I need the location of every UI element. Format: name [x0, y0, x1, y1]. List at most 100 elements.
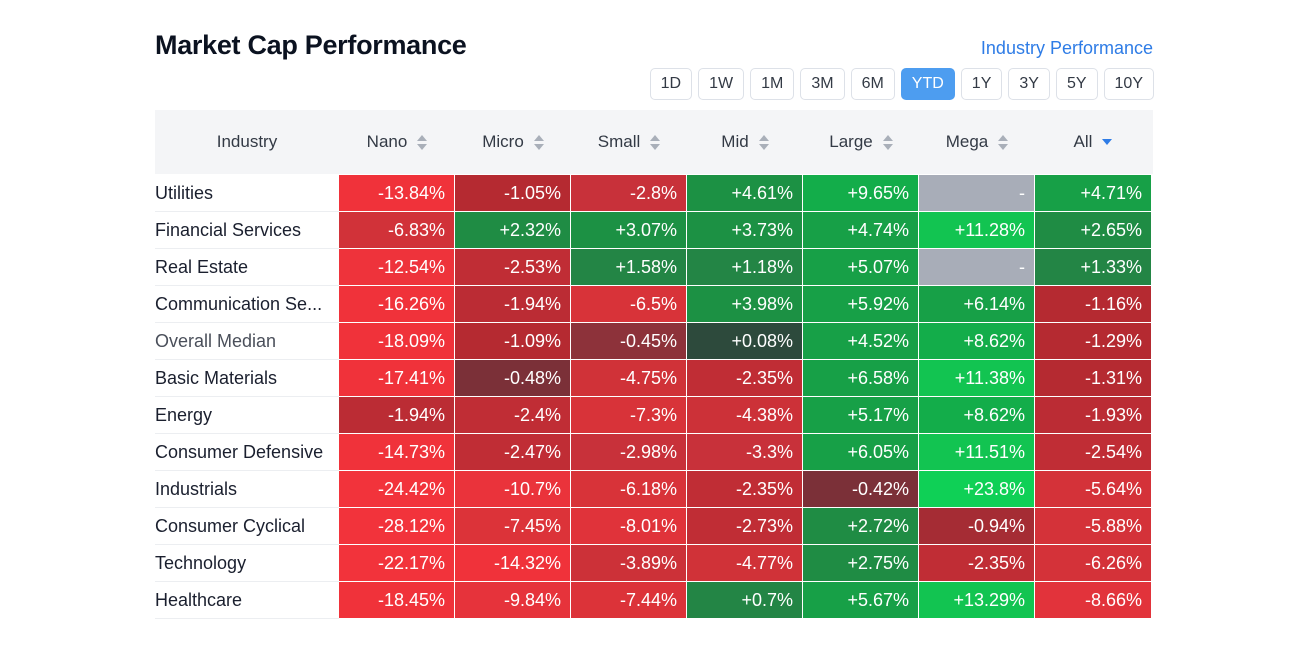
industry-name: Technology — [155, 545, 339, 582]
column-header-label: Mega — [945, 132, 989, 151]
heatmap-cell: -14.32% — [455, 545, 571, 582]
industry-name: Healthcare — [155, 582, 339, 619]
column-header-industry: Industry — [155, 132, 339, 152]
industry-name: Overall Median — [155, 323, 339, 360]
heatmap-cell: -6.5% — [571, 286, 687, 323]
sort-icon[interactable] — [998, 134, 1009, 150]
sort-icon[interactable] — [758, 134, 769, 150]
industry-performance-link[interactable]: Industry Performance — [980, 38, 1153, 58]
heatmap-cell: +13.29% — [919, 582, 1035, 619]
sort-icon[interactable] — [533, 134, 544, 150]
heatmap-cell: -7.44% — [571, 582, 687, 619]
period-button-1m[interactable]: 1M — [750, 68, 795, 100]
heatmap-cell: -1.31% — [1035, 360, 1151, 397]
heatmap-cell: - — [919, 249, 1035, 286]
page-title: Market Cap Performance — [155, 30, 467, 60]
period-button-ytd[interactable]: YTD — [900, 68, 955, 100]
table-row[interactable]: Consumer Defensive -14.73% -2.47% -2.98% -3.… — [155, 434, 1153, 471]
heatmap-cell: +11.51% — [919, 434, 1035, 471]
column-header-micro[interactable]: Micro — [455, 132, 571, 152]
heatmap-cell: +3.73% — [687, 212, 803, 249]
heatmap-cell: -5.64% — [1035, 471, 1151, 508]
heatmap-cell: +4.52% — [803, 323, 919, 360]
column-header-nano[interactable]: Nano — [339, 132, 455, 152]
table-row[interactable]: Real Estate -12.54% -2.53% +1.58% +1.18% +5.0… — [155, 249, 1153, 286]
heatmap-cell: -4.75% — [571, 360, 687, 397]
heatmap-cell: -1.94% — [339, 397, 455, 434]
heatmap-cell: +0.7% — [687, 582, 803, 619]
heatmap-cell: -0.94% — [919, 508, 1035, 545]
heatmap-cell: +11.28% — [919, 212, 1035, 249]
heatmap-cell: +6.14% — [919, 286, 1035, 323]
heatmap-cell: -6.18% — [571, 471, 687, 508]
heatmap-cell: +1.18% — [687, 249, 803, 286]
table-row[interactable]: Healthcare -18.45% -9.84% -7.44% +0.7% +5.67%… — [155, 582, 1153, 619]
period-button-5y[interactable]: 5Y — [1055, 68, 1098, 100]
industry-name: Industrials — [155, 471, 339, 508]
table-row[interactable]: Communication Se... -16.26% -1.94% -6.5% +3.… — [155, 286, 1153, 323]
column-header-small[interactable]: Small — [571, 132, 687, 152]
table-row[interactable]: Basic Materials -17.41% -0.48% -4.75% -2.35%… — [155, 360, 1153, 397]
industry-name: Energy — [155, 397, 339, 434]
heatmap-cell: +11.38% — [919, 360, 1035, 397]
column-header-label: Industry — [216, 132, 278, 151]
column-header-mega[interactable]: Mega — [919, 132, 1035, 152]
column-header-label: Micro — [482, 132, 524, 151]
period-selector: 1D 1W 1M 3M 6M YTD 1Y 3Y 5Y 10Y — [649, 68, 1154, 100]
column-header-label: Mid — [721, 132, 749, 151]
sort-icon[interactable] — [1102, 139, 1113, 145]
heatmap-cell: -2.35% — [687, 360, 803, 397]
heatmap-cell: -10.7% — [455, 471, 571, 508]
industry-name: Consumer Cyclical — [155, 508, 339, 545]
industry-name: Communication Se... — [155, 286, 339, 323]
sort-icon[interactable] — [417, 134, 428, 150]
heatmap-cell: +8.62% — [919, 397, 1035, 434]
heatmap-cell: -0.45% — [571, 323, 687, 360]
table-row[interactable]: Industrials -24.42% -10.7% -6.18% -2.35% -0.4… — [155, 471, 1153, 508]
sort-icon[interactable] — [882, 134, 893, 150]
heatmap-cell: -6.26% — [1035, 545, 1151, 582]
period-button-3y[interactable]: 3Y — [1008, 68, 1050, 100]
heatmap-cell: -2.54% — [1035, 434, 1151, 471]
heatmap-cell: +2.65% — [1035, 212, 1151, 249]
heatmap-cell: +6.58% — [803, 360, 919, 397]
heatmap-cell: +5.17% — [803, 397, 919, 434]
table-row[interactable]: Energy -1.94% -2.4% -7.3% -4.38% +5.17% +8.62%… — [155, 397, 1153, 434]
table-row[interactable]: Technology -22.17% -14.32% -3.89% -4.77% +2.7… — [155, 545, 1153, 582]
period-button-1y[interactable]: 1Y — [960, 68, 1003, 100]
column-header-label: Small — [597, 132, 641, 151]
period-button-1d[interactable]: 1D — [649, 68, 693, 100]
column-header-all[interactable]: All — [1035, 132, 1151, 152]
heatmap-cell: -9.84% — [455, 582, 571, 619]
heatmap-cell: +6.05% — [803, 434, 919, 471]
period-button-3m[interactable]: 3M — [800, 68, 845, 100]
heatmap-cell: +4.61% — [687, 175, 803, 212]
heatmap-cell: -2.8% — [571, 175, 687, 212]
heatmap-cell: +3.98% — [687, 286, 803, 323]
heatmap-cell: +5.07% — [803, 249, 919, 286]
column-header-mid[interactable]: Mid — [687, 132, 803, 152]
heatmap-cell: -3.89% — [571, 545, 687, 582]
sort-icon[interactable] — [650, 134, 661, 150]
heatmap-cell: -8.66% — [1035, 582, 1151, 619]
heatmap-cell: +0.08% — [687, 323, 803, 360]
table-body: Utilities -13.84% -1.05% -2.8% +4.61% +9.65% -… — [155, 175, 1153, 619]
table-header: Industry Nano Micro Small Mid Large Mega All — [155, 110, 1153, 174]
column-header-large[interactable]: Large — [803, 132, 919, 152]
heatmap-cell: +3.07% — [571, 212, 687, 249]
period-button-1w[interactable]: 1W — [698, 68, 745, 100]
column-header-label: Large — [829, 132, 873, 151]
heatmap-cell: -14.73% — [339, 434, 455, 471]
heatmap-cell: -1.05% — [455, 175, 571, 212]
heatmap-cell: -12.54% — [339, 249, 455, 286]
table-row[interactable]: Consumer Cyclical -28.12% -7.45% -8.01% -2.7… — [155, 508, 1153, 545]
period-button-10y[interactable]: 10Y — [1103, 68, 1154, 100]
heatmap-cell: +4.71% — [1035, 175, 1151, 212]
table-row[interactable]: Overall Median -18.09% -1.09% -0.45% +0.08% +… — [155, 323, 1153, 360]
table-row[interactable]: Utilities -13.84% -1.05% -2.8% +4.61% +9.65% -… — [155, 175, 1153, 212]
heatmap-cell: -1.29% — [1035, 323, 1151, 360]
table-row[interactable]: Financial Services -6.83% +2.32% +3.07% +3.7… — [155, 212, 1153, 249]
heatmap-cell: -7.45% — [455, 508, 571, 545]
period-button-6m[interactable]: 6M — [850, 68, 895, 100]
heatmap-cell: - — [919, 175, 1035, 212]
